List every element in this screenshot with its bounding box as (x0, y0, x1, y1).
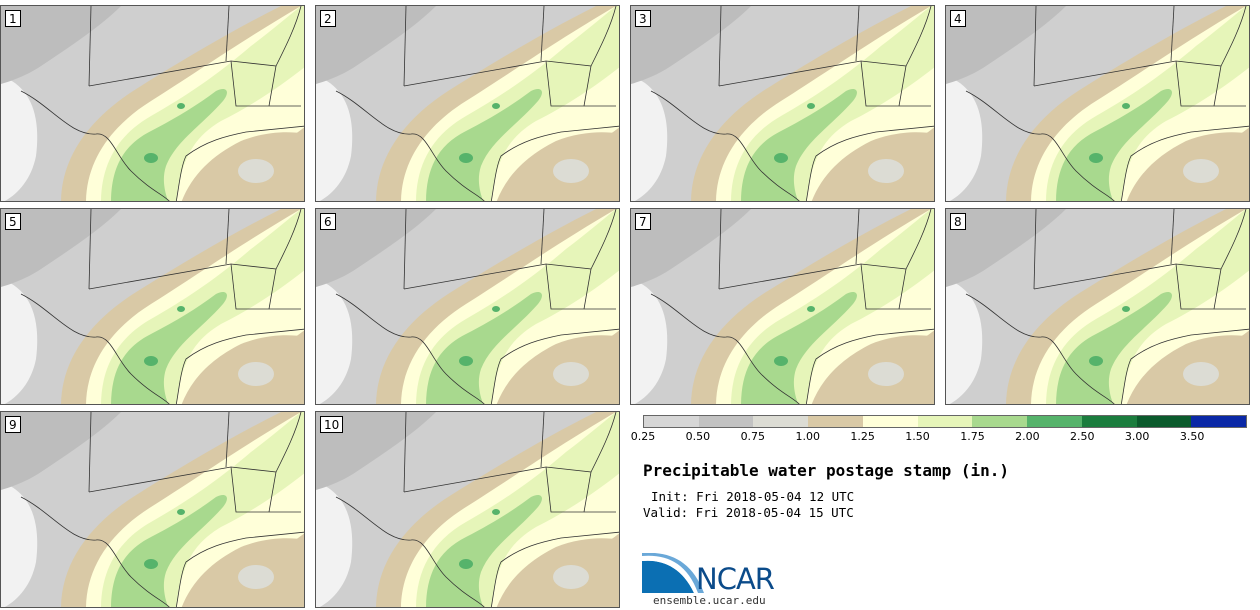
colorbar-tick-label: 3.00 (1124, 430, 1150, 443)
ncar-logo (642, 553, 704, 593)
precip-water-map (631, 6, 934, 201)
colorbar-swatch (972, 416, 1028, 427)
member-number-label: 7 (635, 213, 651, 230)
precip-water-map (631, 209, 934, 404)
colorbar-swatch (808, 416, 863, 427)
colorbar-tick-label: 2.50 (1070, 430, 1095, 443)
ensemble-member-map-8: 8 (945, 208, 1250, 405)
member-number-label: 2 (320, 10, 336, 27)
member-number-label: 3 (635, 10, 651, 27)
valid-time: Valid: Fri 2018-05-04 15 UTC (643, 505, 854, 520)
colorbar (643, 415, 1247, 428)
colorbar-swatch (753, 416, 809, 427)
colorbar-swatch (1136, 416, 1192, 427)
ensemble-member-map-2: 2 (315, 5, 620, 202)
figure-title: Precipitable water postage stamp (in.) (643, 461, 1010, 480)
member-number-label: 9 (5, 416, 21, 433)
precip-water-map (316, 412, 619, 607)
colorbar-swatch (1191, 416, 1247, 427)
ensemble-member-map-5: 5 (0, 208, 305, 405)
colorbar-swatch (917, 416, 973, 427)
colorbar-tick-label: 1.75 (960, 430, 985, 443)
colorbar-tick-label: 0.75 (740, 430, 766, 443)
colorbar-tick-label: 3.50 (1179, 430, 1205, 443)
precip-water-map (1, 6, 304, 201)
colorbar-tick-label: 1.00 (795, 430, 820, 443)
ensemble-member-map-1: 1 (0, 5, 305, 202)
colorbar-tick-label: 0.50 (685, 430, 711, 443)
colorbar-swatch (1027, 416, 1082, 427)
colorbar-swatch (698, 416, 754, 427)
member-number-label: 5 (5, 213, 21, 230)
member-number-label: 1 (5, 10, 21, 27)
ensemble-member-map-4: 4 (945, 5, 1250, 202)
precip-water-map (316, 209, 619, 404)
colorbar-tick-label: 1.50 (905, 430, 930, 443)
colorbar-swatch (644, 416, 699, 427)
member-number-label: 10 (320, 416, 344, 433)
colorbar-ticks: 0.25 0.50 0.75 1.00 1.25 1.50 1.75 2.00 2.50 3.00… (631, 428, 1247, 444)
member-number-label: 8 (950, 213, 966, 230)
ensemble-member-map-10: 10 (315, 411, 620, 608)
precip-water-map (1, 209, 304, 404)
precip-water-map (946, 6, 1249, 201)
colorbar-tick-label: 0.25 (630, 430, 656, 443)
ensemble-member-map-9: 9 (0, 411, 305, 608)
member-number-label: 4 (950, 10, 966, 27)
colorbar-swatch (1081, 416, 1137, 427)
ncar-logo-text: NCAR (696, 562, 775, 596)
colorbar-tick-label: 1.25 (850, 430, 875, 443)
ensemble-member-map-7: 7 (630, 208, 935, 405)
precip-water-map (946, 209, 1249, 404)
member-number-label: 6 (320, 213, 336, 230)
precip-water-map (1, 412, 304, 607)
precip-water-map (316, 6, 619, 201)
website-url: ensemble.ucar.edu (653, 594, 766, 607)
ensemble-member-map-3: 3 (630, 5, 935, 202)
init-time: Init: Fri 2018-05-04 12 UTC (651, 489, 855, 504)
colorbar-swatch (862, 416, 918, 427)
ensemble-member-map-6: 6 (315, 208, 620, 405)
colorbar-tick-label: 2.00 (1015, 430, 1040, 443)
color-legend: 0.25 0.50 0.75 1.00 1.25 1.50 1.75 2.00 2.50 3.00… (631, 415, 1247, 444)
